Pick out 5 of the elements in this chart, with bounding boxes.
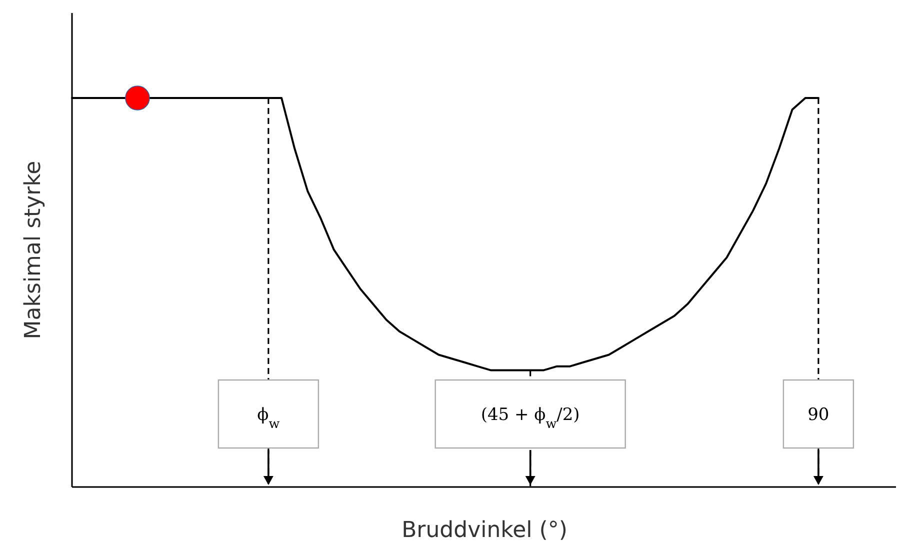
y-axis-title: Maksimal styrke: [21, 160, 46, 340]
x-tick-label: 90: [808, 405, 830, 425]
x-tick-label: ϕ$_{w}$: [257, 405, 280, 432]
x-tick-label: (45 + ϕ$_{w}$/2): [480, 405, 580, 432]
x-axis-title: Bruddvinkel (°): [402, 518, 568, 543]
